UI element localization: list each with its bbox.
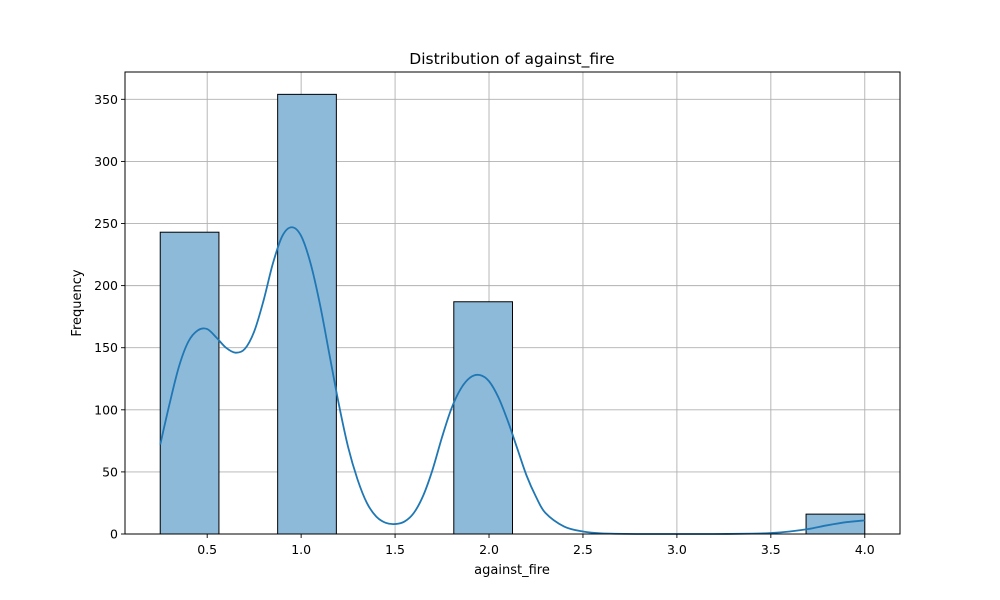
x-tick-label: 2.5 [573,542,593,557]
y-tick-label: 0 [110,527,118,542]
histogram-bar [277,93,337,535]
y-axis-ticks: 0 50 100 150 200 250 300 350 [94,92,125,542]
y-tick-label: 50 [102,464,118,479]
x-tick-label: 3.0 [667,542,687,557]
plot-frame [124,71,901,535]
y-tick-label: 300 [94,154,118,169]
x-axis-ticks: 0.5 1.0 1.5 2.0 2.5 3.0 3.5 4.0 [197,534,875,557]
grid-lines [125,72,900,535]
x-tick-label: 3.5 [761,542,781,557]
y-tick-label: 200 [94,278,118,293]
y-tick-label: 150 [94,340,118,355]
chart-title: Distribution of against_fire [409,50,614,69]
x-tick-label: 2.0 [479,542,499,557]
histogram-bars [159,93,866,535]
x-tick-label: 1.5 [385,542,405,557]
y-tick-label: 100 [94,402,118,417]
x-tick-label: 4.0 [855,542,875,557]
x-tick-label: 0.5 [197,542,217,557]
histogram-bar [159,231,220,535]
x-tick-label: 1.0 [291,542,311,557]
y-tick-label: 350 [94,92,118,107]
y-tick-label: 250 [94,216,118,231]
y-axis-label: Frequency [70,269,85,336]
x-axis-label: against_fire [474,563,550,578]
histogram-bar [453,301,513,535]
